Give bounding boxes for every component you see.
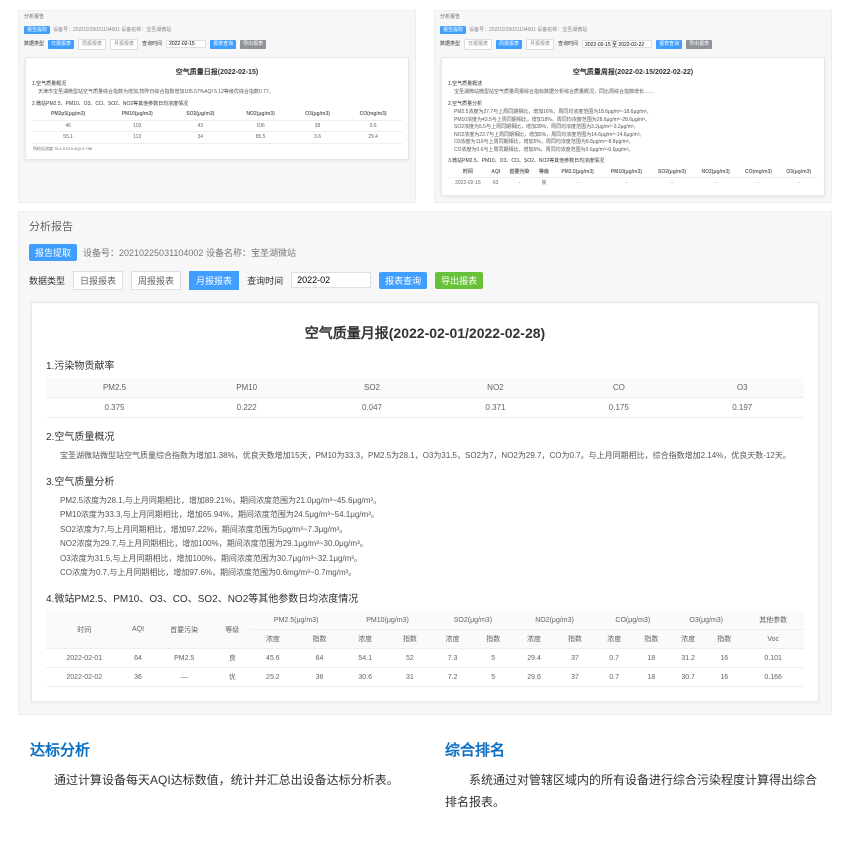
card-header: 分析报告 bbox=[19, 212, 831, 240]
data-type-label: 数据类型 bbox=[440, 41, 460, 48]
tab-weekly[interactable]: 周报报表 bbox=[131, 271, 181, 290]
table-row: 2022-02-0164PM2.5良45.66454.1527.3529.437… bbox=[46, 649, 804, 668]
daily-avg-table: 时间 AQI 首要污染 等级 PM2.5(μg/m3) PM10(μg/m3) … bbox=[46, 611, 804, 687]
extract-button[interactable]: 报告提取 bbox=[440, 26, 466, 35]
query-label: 查询时间 bbox=[247, 274, 283, 287]
sec1-head: 1.污染物贡献率 bbox=[46, 357, 804, 372]
sec2-text: 宝圣湖微站微型站空气质量综合指数为增加1.38%，优良天数增加15天，PM10为… bbox=[46, 449, 804, 463]
device-info: 设备号：20210225031104001 设备名称：宝圣湖微站 bbox=[469, 27, 587, 34]
table-header-row: PM2p5(μg/m3)PM10(μg/m3)SO2(μg/m3)NO2(μg/… bbox=[32, 109, 402, 120]
compliance-title: 达标分析 bbox=[30, 739, 405, 760]
analysis-line: CO浓度为0.7,与上月同期相比，增加97.6%，期间浓度范围为0.6mg/m³… bbox=[46, 566, 804, 580]
weekly-report-card: 分析报告 报告提取 设备号：20210225031104001 设备名称：宝圣湖… bbox=[434, 10, 832, 203]
sec2-head: 2.空气质量分析 bbox=[448, 101, 818, 108]
extract-button[interactable]: 报告提取 bbox=[29, 244, 77, 261]
report-title: 空气质量日报(2022-02-15) bbox=[32, 68, 402, 77]
extract-button[interactable]: 报告提取 bbox=[24, 26, 50, 35]
report-panel: 空气质量月报(2022-02-01/2022-02-28) 1.污染物贡献率 P… bbox=[31, 302, 819, 703]
device-info: 设备号：20210225031104001 设备名称：宝圣湖微站 bbox=[53, 27, 171, 34]
report-title: 空气质量月报(2022-02-01/2022-02-28) bbox=[46, 323, 804, 343]
monthly-section: 分析报告 报告提取 设备号：20210225031104002 设备名称：宝圣湖… bbox=[0, 203, 850, 716]
tab-daily[interactable]: 日报报表 bbox=[464, 39, 492, 50]
contribution-table: PM2.5PM10SO2NO2COO3 0.3750.2220.0470.371… bbox=[46, 378, 804, 418]
search-button[interactable]: 报表查询 bbox=[210, 40, 236, 49]
table-row: 2022-02-1563-良------ bbox=[448, 178, 818, 189]
data-type-label: 数据类型 bbox=[29, 274, 65, 287]
analysis-line: NO2浓度为23.7与上周同期相比，增加5%，周同均浓度范围为14.6μg/m³… bbox=[448, 132, 818, 140]
table-row: 2022-02-0236—优25.23630.6317.2529.6370.71… bbox=[46, 668, 804, 687]
tab-daily[interactable]: 日报报表 bbox=[73, 271, 123, 290]
sec2-head: 2.空气质量概况 bbox=[46, 428, 804, 443]
search-button[interactable]: 报表查询 bbox=[656, 40, 682, 49]
crumb-row: 报告提取 设备号：20210225031104002 设备名称：宝圣湖微站 bbox=[19, 240, 831, 265]
data-type-label: 数据类型 bbox=[24, 41, 44, 48]
table-header-row: PM2.5PM10SO2NO2COO3 bbox=[46, 378, 804, 398]
tab-weekly[interactable]: 周报报表 bbox=[496, 40, 522, 49]
analysis-line: CO浓度为0.6与上周同期相比，增加5%，周同均浓度范围为0.6μg/m³~0.… bbox=[448, 147, 818, 155]
export-button[interactable]: 导出报表 bbox=[240, 40, 266, 49]
compliance-col: 达标分析 通过计算设备每天AQI达标数值，统计并汇总出设备达标分析表。 bbox=[30, 739, 405, 813]
tab-monthly[interactable]: 月报报表 bbox=[526, 39, 554, 50]
sec3-head: 3.空气质量分析 bbox=[46, 473, 804, 488]
table-foot-row: 所检出浓度 75.1.070.0.AQI 0.706 bbox=[32, 143, 402, 153]
crumb-row: 报告提取 设备号：20210225031104001 设备名称：宝圣湖微站 bbox=[435, 24, 831, 37]
bottom-descriptions: 达标分析 通过计算设备每天AQI达标数值，统计并汇总出设备达标分析表。 综合排名… bbox=[0, 715, 850, 843]
search-button[interactable]: 报表查询 bbox=[379, 272, 427, 289]
daily-report-card: 分析报告 报告提取 设备号：20210225031104001 设备名称：宝圣湖… bbox=[18, 10, 416, 203]
top-thumbnails-row: 分析报告 报告提取 设备号：20210225031104001 设备名称：宝圣湖… bbox=[0, 0, 850, 203]
analysis-line: SO2浓度为7,与上月同期相比，增加97.22%，期间浓度范围为5μg/m³~7… bbox=[46, 523, 804, 537]
analysis-line: PM10浓度为43.5与上周同期相比，增加18%，周同均浓度范围为28.6μg/… bbox=[448, 117, 818, 125]
ranking-text: 系统通过对管辖区域内的所有设备进行综合污染程度计算得出综合排名报表。 bbox=[445, 770, 820, 813]
analysis-line: PM2.5浓度为27.7与上周同期相比，增加16%，周同均浓度范围为18.6μg… bbox=[448, 109, 818, 117]
crumb-row: 报告提取 设备号：20210225031104001 设备名称：宝圣湖微站 bbox=[19, 24, 415, 37]
analysis-line: PM2.5浓度为28.1,与上月同期相比，增加89.21%，期间浓度范围为21.… bbox=[46, 494, 804, 508]
table-row: 0.3750.2220.0470.3710.1750.197 bbox=[46, 397, 804, 417]
analysis-line: NO2浓度为29.7,与上月同期相比，增加100%，期间浓度范围为29.1μg/… bbox=[46, 537, 804, 551]
tab-daily[interactable]: 日报报表 bbox=[48, 40, 74, 49]
sec1-text: 天津市宝圣湖微型站空气质量综合指数为增加,较昨日综合指数增加105.57%AQI… bbox=[32, 89, 402, 97]
analysis-line: SO2浓度为5.5与上周同期相比，增加30%，周同均浓度范围为3.2μg/m³~… bbox=[448, 124, 818, 132]
card-header: 分析报告 bbox=[435, 11, 831, 24]
table-row: 55.11133485.53.629.4 bbox=[32, 132, 402, 144]
sec1-head: 1.空气质量概况 bbox=[32, 81, 402, 88]
query-label: 查询时间 bbox=[142, 41, 162, 48]
date-input[interactable] bbox=[291, 272, 371, 288]
report-panel: 空气质量周报(2022-02-15/2022-02-22) 1.空气质量概述 宝… bbox=[441, 57, 825, 196]
tab-weekly[interactable]: 周报报表 bbox=[78, 39, 106, 50]
report-panel: 空气质量日报(2022-02-15) 1.空气质量概况 天津市宝圣湖微型站空气质… bbox=[25, 57, 409, 160]
date-input[interactable] bbox=[582, 40, 652, 48]
filter-row: 数据类型 日报报表 周报报表 月报报表 查询时间 报表查询 导出报表 bbox=[19, 265, 831, 296]
table-header-row: 时间AQI首要污染等级PM2.5(μg/m3)PM10(μg/m3)SO2(μg… bbox=[448, 167, 818, 178]
table-row: 4610343106380.6 bbox=[32, 120, 402, 132]
report-title: 空气质量周报(2022-02-15/2022-02-22) bbox=[448, 68, 818, 77]
sec3-head: 3.微站PM2.5、PM10、O3、CO、SO2、NO2等其他参数日均浓度情况 bbox=[448, 158, 818, 165]
compliance-text: 通过计算设备每天AQI达标数值，统计并汇总出设备达标分析表。 bbox=[30, 770, 405, 792]
weekly-table: 时间AQI首要污染等级PM2.5(μg/m3)PM10(μg/m3)SO2(μg… bbox=[448, 167, 818, 189]
export-button[interactable]: 导出报表 bbox=[686, 40, 712, 49]
analysis-line: O3浓度为31.5,与上月同期相比，增加100%，期间浓度范围为30.7μg/m… bbox=[46, 552, 804, 566]
tab-monthly[interactable]: 月报报表 bbox=[189, 271, 239, 290]
sec1-head: 1.空气质量概述 bbox=[448, 81, 818, 88]
analysis-line: PM10浓度为33.3,与上月同期相比，增加65.94%，期间浓度范围为24.5… bbox=[46, 508, 804, 522]
filter-row: 数据类型 日报报表 周报报表 月报报表 查询时间 报表查询 导出报表 bbox=[19, 36, 415, 53]
sec1-text: 宝圣湖微站微型站空气质量周报综合指标数据分析综合质量概况，同比周综合指数增长…… bbox=[448, 89, 818, 97]
daily-table: PM2p5(μg/m3)PM10(μg/m3)SO2(μg/m3)NO2(μg/… bbox=[32, 109, 402, 153]
sec2-head: 2.微站PM2.5、PM10、O3、CO、SO2、NO2等其他参数日均浓度情况 bbox=[32, 101, 402, 108]
analysis-line: O3浓度为116与上周同期相比，增加5%，周同均浓度范围为8.8μg/m³~8.… bbox=[448, 139, 818, 147]
sec4-head: 4.微站PM2.5、PM10、O3、CO、SO2、NO2等其他参数日均浓度情况 bbox=[46, 590, 804, 605]
tab-monthly[interactable]: 月报报表 bbox=[110, 39, 138, 50]
export-button[interactable]: 导出报表 bbox=[435, 272, 483, 289]
ranking-col: 综合排名 系统通过对管辖区域内的所有设备进行综合污染程度计算得出综合排名报表。 bbox=[445, 739, 820, 813]
filter-row: 数据类型 日报报表 周报报表 月报报表 查询时间 报表查询 导出报表 bbox=[435, 36, 831, 53]
table-header-row: 时间 AQI 首要污染 等级 PM2.5(μg/m3) PM10(μg/m3) … bbox=[46, 611, 804, 630]
monthly-card: 分析报告 报告提取 设备号：20210225031104002 设备名称：宝圣湖… bbox=[18, 211, 832, 716]
device-info: 设备号：20210225031104002 设备名称：宝圣湖微站 bbox=[83, 246, 296, 259]
card-header: 分析报告 bbox=[19, 11, 415, 24]
query-label: 查询时间 bbox=[558, 41, 578, 48]
ranking-title: 综合排名 bbox=[445, 739, 820, 760]
date-input[interactable] bbox=[166, 40, 206, 48]
